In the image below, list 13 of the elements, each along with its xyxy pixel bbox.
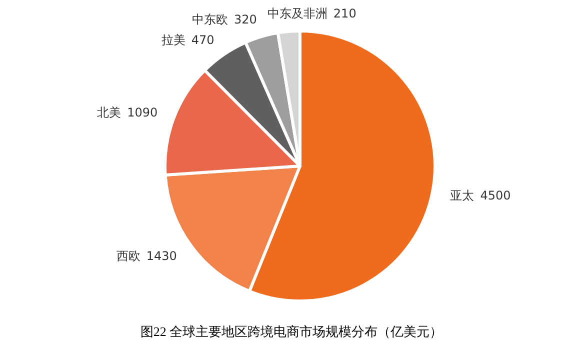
slice-label: 北美 bbox=[97, 105, 122, 120]
data-label: 1090 bbox=[127, 105, 158, 120]
slice-label: 中东及非洲 bbox=[267, 6, 328, 21]
data-label: 320 bbox=[234, 12, 257, 27]
data-label: 470 bbox=[191, 32, 214, 47]
slice-label: 亚太 bbox=[450, 188, 474, 202]
slice-label: 中东欧 bbox=[192, 12, 228, 27]
text: 图22 全球主要地区跨境电商市场规模分布（亿美元） bbox=[140, 324, 443, 339]
data-label: 1430 bbox=[146, 248, 177, 263]
slice-label: 拉美 bbox=[161, 32, 186, 47]
data-label: 4500 bbox=[480, 188, 511, 202]
data-label: 210 bbox=[333, 6, 356, 21]
slice-label: 西欧 bbox=[116, 248, 140, 263]
